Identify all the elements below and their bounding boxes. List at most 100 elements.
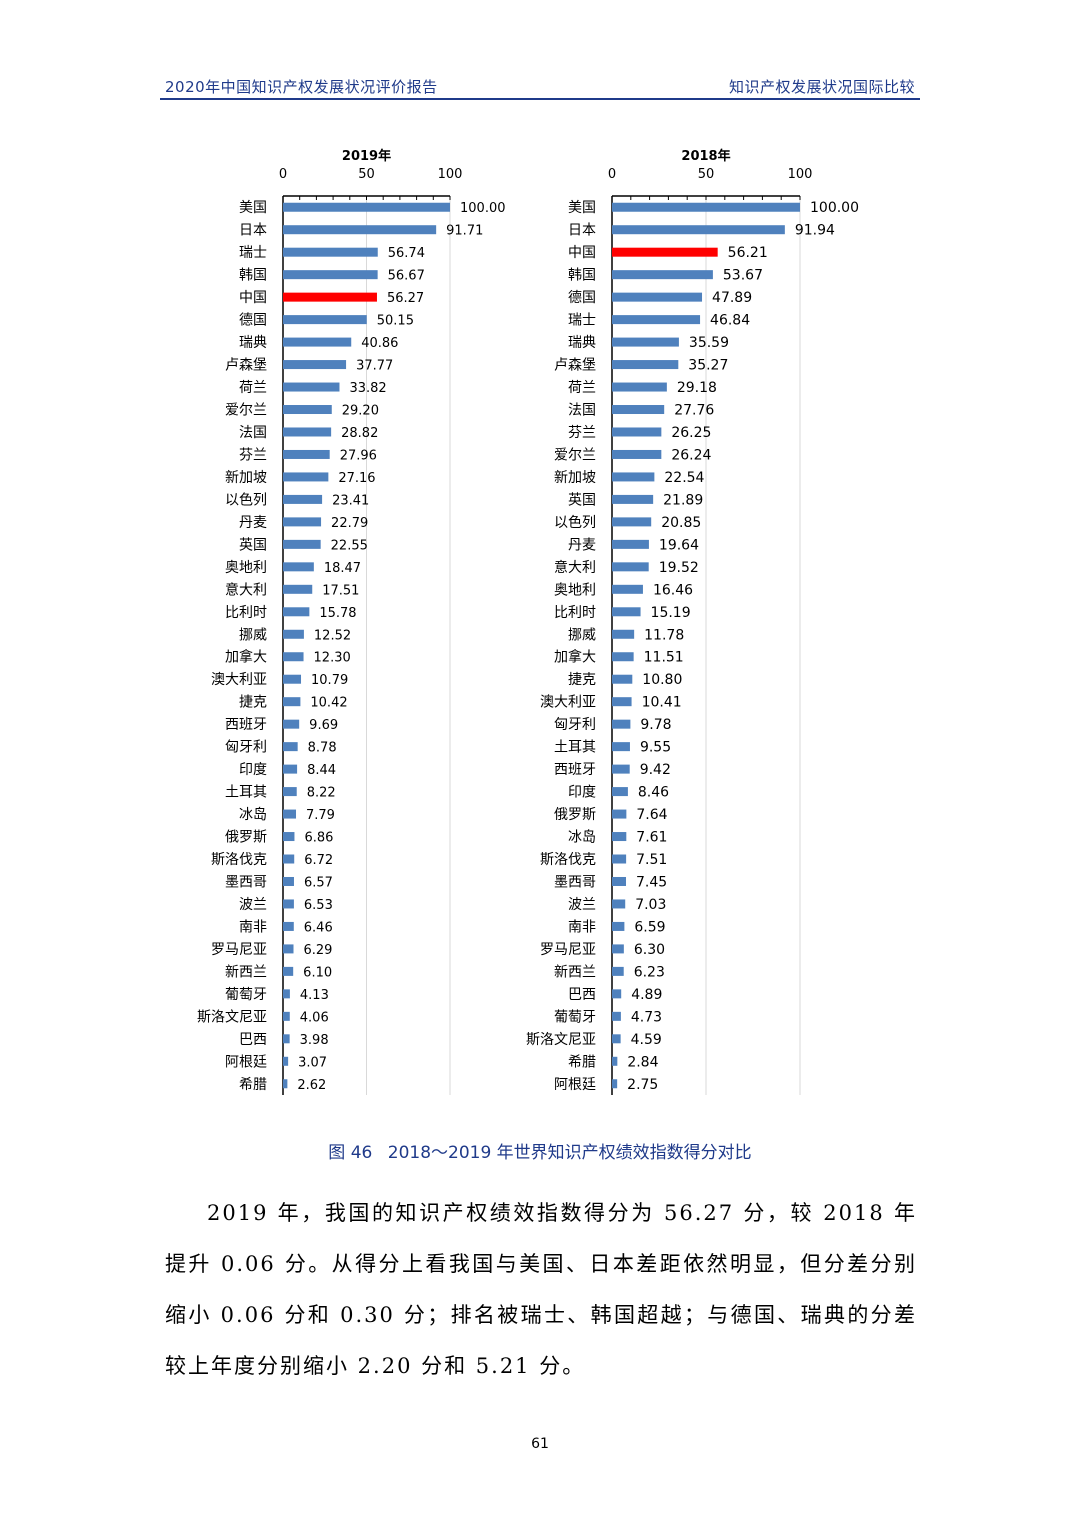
bar-印度 bbox=[283, 764, 298, 774]
category-label: 瑞士 bbox=[239, 245, 267, 261]
bar-瑞士 bbox=[283, 247, 378, 257]
data-label: 11.51 bbox=[644, 650, 684, 666]
header-section-title: 知识产权发展状况国际比较 bbox=[728, 78, 915, 96]
chart-2018-svg: 2018年 0 50 100 美国 100.00 日本 91.94 中国 56.21 韩国 53.67… bbox=[526, 148, 859, 1095]
bar-南非 bbox=[283, 921, 294, 931]
data-label: 12.30 bbox=[314, 651, 351, 666]
bar-加拿大 bbox=[612, 652, 634, 662]
category-label: 加拿大 bbox=[554, 649, 596, 666]
data-label: 2.84 bbox=[627, 1054, 658, 1070]
category-label: 意大利 bbox=[554, 559, 596, 576]
category-label: 土耳其 bbox=[554, 740, 596, 756]
bar-法国 bbox=[283, 427, 332, 437]
data-label: 27.76 bbox=[674, 403, 714, 419]
category-label: 斯洛伐克 bbox=[211, 852, 267, 868]
category-label: 捷克 bbox=[568, 672, 596, 688]
data-label: 56.21 bbox=[728, 245, 768, 261]
bar-卢森堡 bbox=[612, 360, 679, 370]
data-label: 3.07 bbox=[298, 1055, 327, 1070]
bar-瑞典 bbox=[612, 337, 679, 347]
data-label: 10.80 bbox=[642, 672, 682, 688]
x-tick-label: 100 bbox=[788, 167, 813, 182]
data-label: 6.86 bbox=[304, 831, 333, 846]
category-label: 英国 bbox=[239, 536, 267, 553]
bar-法国 bbox=[612, 405, 665, 415]
bar-加拿大 bbox=[283, 652, 304, 662]
category-label: 挪威 bbox=[239, 627, 267, 643]
data-label: 4.73 bbox=[631, 1009, 662, 1025]
bar-美国 bbox=[612, 202, 800, 212]
category-label: 冰岛 bbox=[568, 830, 596, 846]
category-label: 墨西哥 bbox=[554, 874, 596, 890]
data-label: 26.25 bbox=[671, 425, 711, 441]
category-label: 荷兰 bbox=[239, 380, 267, 396]
category-label: 比利时 bbox=[554, 605, 596, 621]
bar-德国 bbox=[283, 315, 367, 325]
chart-2019: 2019年 0 50 100 美国 100.00 日本 91.71 瑞士 56.74 韩国 56.67… bbox=[170, 140, 590, 1100]
bar-阿根廷 bbox=[612, 1079, 618, 1089]
category-label: 罗马尼亚 bbox=[211, 942, 267, 958]
data-label: 28.82 bbox=[341, 426, 378, 441]
data-label: 8.78 bbox=[308, 741, 337, 756]
bar-韩国 bbox=[612, 270, 713, 280]
bar-丹麦 bbox=[283, 517, 322, 527]
category-label: 卢森堡 bbox=[225, 358, 267, 374]
data-label: 35.27 bbox=[688, 358, 728, 374]
data-label: 19.52 bbox=[659, 560, 699, 576]
bar-挪威 bbox=[283, 629, 304, 639]
data-label: 7.79 bbox=[306, 808, 335, 823]
bar-印度 bbox=[612, 787, 628, 797]
data-label: 56.74 bbox=[388, 246, 425, 261]
bar-巴西 bbox=[283, 1034, 290, 1044]
bar-匈牙利 bbox=[612, 719, 631, 729]
data-label: 19.64 bbox=[659, 537, 699, 553]
chart-2019-svg: 2019年 0 50 100 美国 100.00 日本 91.71 瑞士 56.74 韩国 56.67… bbox=[197, 148, 506, 1095]
data-label: 3.98 bbox=[300, 1033, 329, 1048]
category-label: 挪威 bbox=[568, 627, 596, 643]
bar-俄罗斯 bbox=[283, 832, 295, 842]
category-label: 南非 bbox=[568, 919, 596, 935]
category-label: 澳大利亚 bbox=[211, 672, 267, 688]
category-label: 英国 bbox=[568, 491, 596, 508]
data-label: 23.41 bbox=[332, 493, 369, 508]
x-tick-label: 50 bbox=[698, 167, 715, 182]
category-label: 匈牙利 bbox=[554, 717, 596, 733]
bar-荷兰 bbox=[612, 382, 667, 392]
category-label: 俄罗斯 bbox=[225, 830, 267, 846]
bar-韩国 bbox=[283, 270, 378, 280]
bar-土耳其 bbox=[283, 787, 297, 797]
category-label: 冰岛 bbox=[239, 807, 267, 823]
category-label: 南非 bbox=[239, 919, 267, 935]
category-label: 意大利 bbox=[225, 581, 267, 598]
data-label: 11.78 bbox=[644, 627, 684, 643]
data-label: 6.10 bbox=[303, 965, 332, 980]
category-label: 韩国 bbox=[239, 268, 267, 284]
category-label: 芬兰 bbox=[239, 447, 267, 463]
category-label: 波兰 bbox=[239, 897, 267, 913]
header-report-title: 2020年中国知识产权发展状况评价报告 bbox=[165, 78, 438, 96]
data-label: 6.59 bbox=[634, 919, 665, 935]
category-label: 澳大利亚 bbox=[540, 695, 596, 711]
data-label: 15.78 bbox=[319, 606, 356, 621]
category-label: 爱尔兰 bbox=[554, 447, 596, 463]
data-label: 26.24 bbox=[671, 447, 711, 463]
data-label: 10.42 bbox=[310, 696, 347, 711]
bar-罗马尼亚 bbox=[283, 944, 294, 954]
data-label: 15.19 bbox=[651, 605, 691, 621]
data-label: 6.57 bbox=[304, 875, 333, 890]
category-label: 新西兰 bbox=[554, 964, 596, 980]
bar-冰岛 bbox=[612, 832, 627, 842]
category-label: 土耳其 bbox=[225, 785, 267, 801]
bar-英国 bbox=[283, 539, 321, 549]
chart-title: 2018年 bbox=[681, 148, 730, 164]
data-label: 37.77 bbox=[356, 359, 393, 374]
bar-爱尔兰 bbox=[283, 405, 332, 415]
bar-匈牙利 bbox=[283, 742, 298, 752]
bar-奥地利 bbox=[612, 584, 643, 594]
data-label: 18.47 bbox=[324, 561, 361, 576]
data-label: 6.53 bbox=[304, 898, 333, 913]
category-label: 斯洛伐克 bbox=[540, 852, 596, 868]
data-label: 17.51 bbox=[322, 583, 359, 598]
bar-斯洛文尼亚 bbox=[283, 1011, 290, 1021]
data-label: 29.20 bbox=[342, 404, 379, 419]
